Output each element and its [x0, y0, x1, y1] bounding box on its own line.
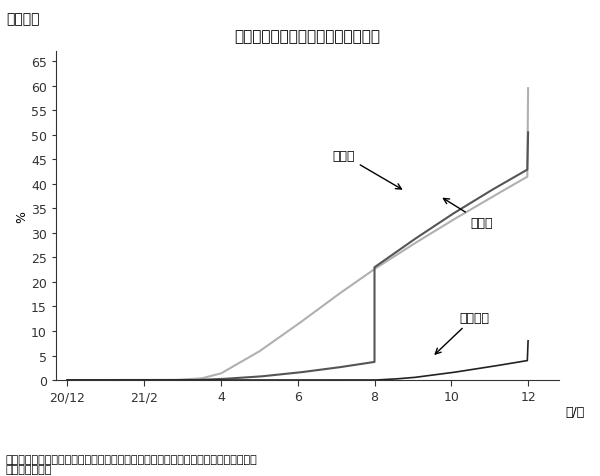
Text: アフリカ: アフリカ — [435, 311, 489, 354]
Title: 地域別のワクチン完全接種率の推移: 地域別のワクチン完全接種率の推移 — [235, 29, 380, 44]
Text: あり。: あり。 — [6, 464, 52, 474]
Text: 年/月: 年/月 — [566, 405, 585, 418]
Text: （出所）　ＣＥＩＣから第一生命経済研究所作成。「アジア」は遡及計上に伴う段差: （出所） ＣＥＩＣから第一生命経済研究所作成。「アジア」は遡及計上に伴う段差 — [6, 454, 258, 464]
Text: ［図表］: ［図表］ — [6, 12, 40, 26]
Text: アジア: アジア — [443, 199, 493, 229]
Y-axis label: %: % — [15, 210, 28, 222]
Text: 中南米: 中南米 — [332, 149, 401, 189]
